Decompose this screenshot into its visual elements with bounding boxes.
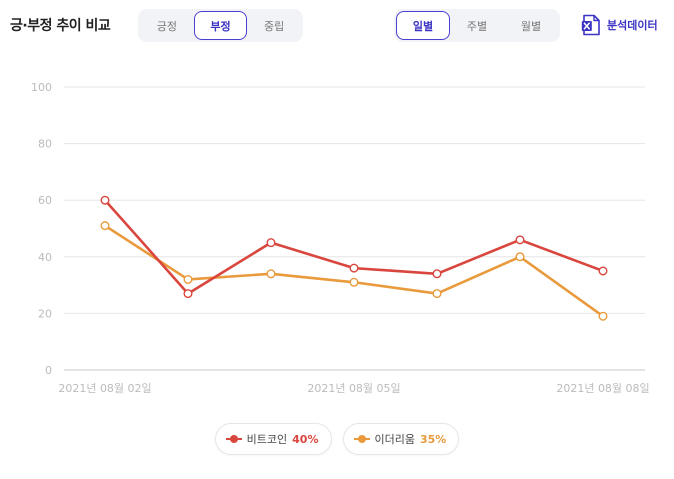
legend-percent-bitcoin: 40% [292, 432, 319, 446]
legend-item-ethereum[interactable]: 이더리움 35% [342, 423, 460, 455]
tab-positive[interactable]: 긍정 [156, 19, 177, 33]
data-point-ethereum [183, 274, 193, 284]
data-point-bitcoin [266, 238, 276, 248]
y-tick-label: 60 [38, 194, 52, 207]
data-point-bitcoin [349, 263, 359, 273]
export-data-button[interactable]: 분석데이터 [581, 13, 658, 37]
data-point-ethereum [432, 289, 442, 299]
data-point-ethereum [100, 221, 110, 231]
data-point-bitcoin [598, 266, 608, 276]
excel-icon [581, 14, 600, 36]
data-point-ethereum [266, 269, 276, 279]
tab-negative[interactable]: 부정 [193, 11, 248, 40]
line-chart: 0 20 40 60 80 100 2021년 08월 02일 2021년 08월 05일 20… [31, 81, 650, 395]
export-data-label: 분석데이터 [607, 19, 658, 32]
data-point-bitcoin [183, 289, 193, 299]
tab-neutral[interactable]: 중립 [264, 19, 285, 33]
y-tick-label: 100 [31, 81, 52, 94]
y-tick-label: 40 [38, 251, 52, 264]
legend-marker-ethereum [353, 434, 370, 444]
x-tick-label: 2021년 08월 02일 [58, 381, 151, 395]
data-point-bitcoin [100, 195, 110, 205]
period-tab-group: 일별 주별 월별 [394, 9, 560, 42]
data-point-ethereum [598, 311, 608, 321]
tab-daily[interactable]: 일별 [396, 11, 450, 40]
legend-marker-bitcoin [225, 434, 242, 444]
x-tick-label: 2021년 08월 08일 [556, 381, 649, 395]
sentiment-tab-group: 긍정 부정 중립 [138, 9, 303, 42]
y-tick-label: 80 [38, 138, 52, 151]
chart-legend: 비트코인 40% 이더리움 35% [0, 423, 674, 455]
page-title: 긍·부정 추이 비교 [10, 18, 111, 34]
y-tick-label: 20 [38, 307, 52, 320]
legend-label-bitcoin: 비트코인 [246, 433, 288, 446]
data-point-bitcoin [432, 269, 442, 279]
legend-label-ethereum: 이더리움 [374, 433, 415, 446]
x-tick-label: 2021년 08월 05일 [307, 381, 400, 395]
chart-header: 긍·부정 추이 비교 긍정 부정 중립 일별 주별 월별 분석데이터 [0, 0, 674, 52]
tab-monthly[interactable]: 월별 [520, 19, 542, 33]
data-point-ethereum [515, 252, 525, 262]
y-tick-label: 0 [45, 364, 52, 377]
tab-weekly[interactable]: 주별 [466, 19, 488, 33]
data-point-bitcoin [515, 235, 525, 245]
legend-percent-ethereum: 35% [419, 432, 447, 446]
legend-item-bitcoin[interactable]: 비트코인 40% [214, 423, 332, 455]
data-point-ethereum [349, 277, 359, 287]
